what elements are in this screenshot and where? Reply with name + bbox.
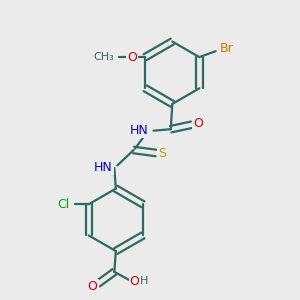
Text: CH₃: CH₃ bbox=[93, 52, 114, 62]
Text: HN: HN bbox=[94, 161, 113, 174]
Text: O: O bbox=[88, 280, 98, 292]
Text: S: S bbox=[158, 147, 166, 161]
Text: HN: HN bbox=[130, 124, 148, 137]
Text: O: O bbox=[193, 117, 203, 130]
Text: O: O bbox=[130, 275, 140, 288]
Text: O: O bbox=[127, 51, 137, 64]
Text: Br: Br bbox=[220, 42, 234, 55]
Text: Cl: Cl bbox=[57, 198, 70, 211]
Text: H: H bbox=[140, 276, 148, 286]
